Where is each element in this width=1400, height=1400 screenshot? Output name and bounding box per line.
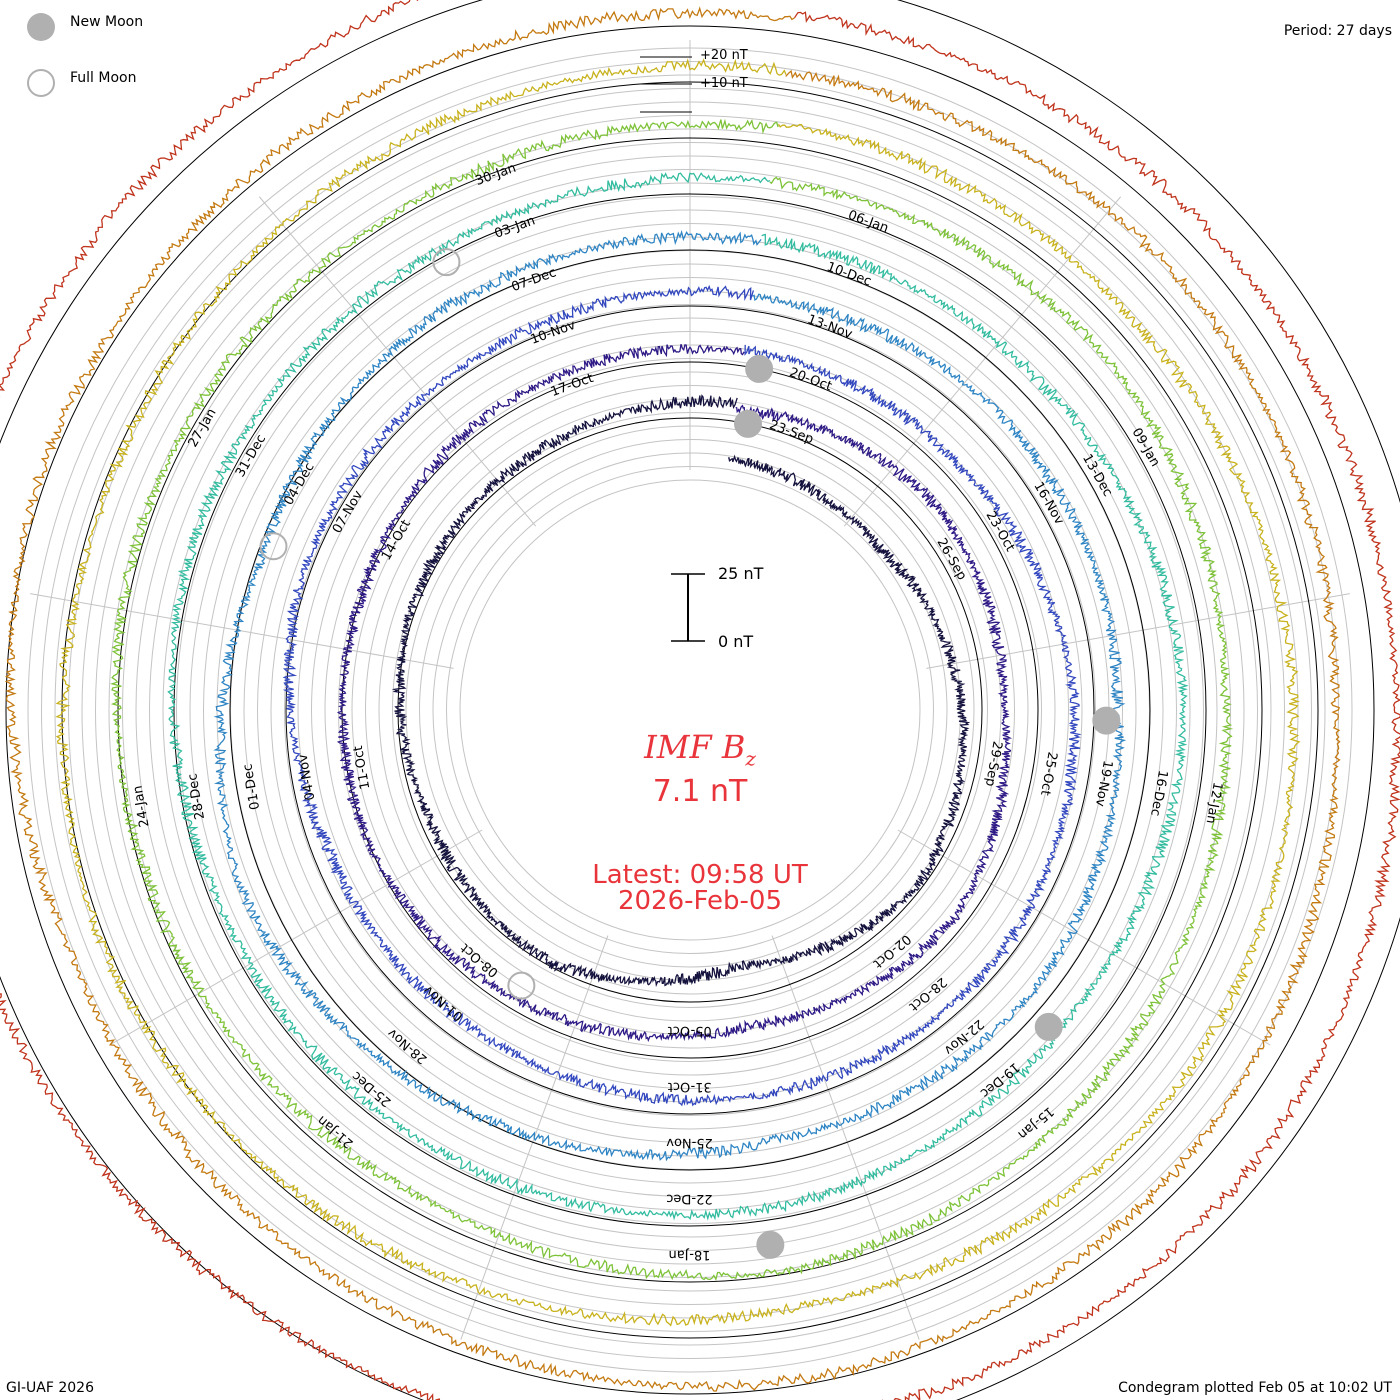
scale-bar: [671, 573, 705, 642]
new-moon-marker: [734, 409, 763, 438]
new-moon-marker: [1034, 1012, 1063, 1041]
zero-ring: [229, 249, 1151, 1171]
scale-bar-top-label: 25 nT: [718, 564, 764, 583]
full-moon-label: Full Moon: [70, 70, 137, 86]
grid-spoke: [771, 935, 920, 1340]
date-label: 22-Dec: [666, 1191, 712, 1206]
date-label: 18-Jan: [668, 1247, 710, 1262]
series-line-3: [282, 284, 1082, 1107]
full-moon-marker: [259, 532, 288, 561]
date-label: 22-Nov: [941, 1016, 987, 1058]
date-label: 26-Sep: [934, 536, 970, 583]
axis-label-plus20: +20 nT: [700, 48, 748, 63]
date-label: 25-Nov: [666, 1135, 713, 1150]
full-moon-icon: [27, 69, 55, 97]
date-label: 28-Oct: [906, 974, 949, 1014]
footer-credit: GI-UAF 2026: [6, 1380, 94, 1396]
full-moon-marker: [432, 248, 461, 277]
grid-ring: [392, 412, 988, 1008]
date-label: 07-Nov: [330, 488, 367, 536]
date-label: 06-Jan: [846, 208, 891, 237]
chart-title-main: IMF B: [644, 728, 746, 766]
new-moon-icon: [27, 13, 55, 41]
grid-spoke: [897, 829, 1271, 1046]
date-label: 10-Nov: [529, 318, 578, 348]
zero-ring: [397, 417, 983, 1003]
zero-ring: [5, 25, 1375, 1395]
axis-ticks: [640, 56, 692, 113]
full-moon-marker: [507, 971, 536, 1000]
date-label: 15-Jan: [1015, 1103, 1057, 1141]
latest-time: Latest: 09:58 UT: [592, 860, 808, 890]
grid-spoke: [843, 196, 1122, 527]
new-moon-marker: [1092, 706, 1121, 735]
new-moon-marker: [756, 1230, 785, 1259]
grid-ring: [378, 398, 1002, 1022]
series-line-8: [4, 6, 1341, 1392]
date-label: 31-Oct: [668, 1079, 712, 1094]
zero-ring: [173, 193, 1207, 1227]
date-label: 24-Jan: [131, 784, 153, 828]
series-line-6: [109, 118, 1234, 1282]
grid-spoke: [109, 829, 483, 1046]
scale-bar-bottom-label: 0 nT: [718, 632, 754, 651]
date-label: 03-Jan: [493, 213, 538, 241]
series-line-1: [391, 394, 971, 988]
grid-ring: [365, 385, 1015, 1035]
zero-ring: [61, 81, 1319, 1339]
series-line-5: [167, 172, 1189, 1221]
grid-spoke: [258, 196, 537, 527]
latest-date: 2026-Feb-05: [617, 886, 783, 916]
series-line-4: [213, 229, 1127, 1162]
zero-ring: [285, 305, 1095, 1115]
series-line-7: [55, 58, 1301, 1327]
chart-title: IMF Bz: [0, 728, 1400, 770]
series-line-2: [336, 343, 1013, 1043]
current-value: 7.1 nT: [652, 774, 748, 809]
period-label: Period: 27 days: [1283, 23, 1392, 39]
grid-spoke: [30, 593, 454, 669]
date-label: 05-Oct: [668, 1023, 712, 1038]
new-moon-marker: [745, 354, 774, 383]
date-label: 13-Dec: [1079, 452, 1115, 500]
date-label: 20-Oct: [787, 365, 834, 394]
chart-title-subscript: z: [745, 746, 756, 771]
date-label: 12-Jan: [1203, 781, 1225, 825]
date-label: 09-Jan: [1129, 426, 1163, 470]
grid-ring: [459, 479, 921, 941]
footer-timestamp: Condegram plotted Feb 05 at 10:02 UT: [1118, 1380, 1392, 1396]
new-moon-label: New Moon: [70, 14, 144, 30]
moon-markers: [259, 248, 1121, 1259]
date-label: 11-Oct: [351, 744, 373, 790]
zero-ring: [341, 361, 1039, 1059]
axis-label-plus10: +10 nT: [700, 76, 748, 91]
date-label: 30-Jan: [473, 161, 518, 189]
grid-ring: [351, 371, 1029, 1049]
